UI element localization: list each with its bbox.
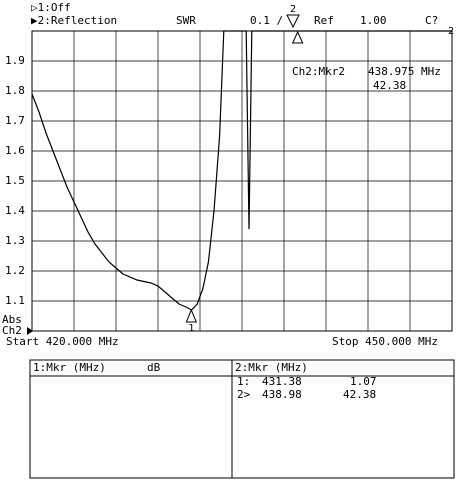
y-label: Abs: [2, 313, 22, 326]
marker: [185, 308, 198, 323]
y-tick-label: 1.5: [5, 174, 25, 187]
marker-freq: 438.975 MHz: [368, 65, 441, 78]
y-tick-label: 1.6: [5, 144, 25, 157]
y-tick-label: 1.3: [5, 234, 25, 247]
y-tick-label: 1.9: [5, 54, 25, 67]
table-cell: 1.07: [350, 375, 377, 388]
marker: [291, 30, 304, 44]
trace: [31, 30, 452, 311]
y-tick-label: 1.8: [5, 84, 25, 97]
ch2-status: ▶2:Reflection: [31, 14, 117, 27]
ref-value: 1.00: [360, 14, 387, 27]
marker-table: [29, 359, 455, 479]
y-tick-label: 1.2: [5, 264, 25, 277]
y-label: Ch2: [2, 324, 22, 337]
table-cell: 2>: [237, 388, 251, 401]
table-cell: 42.38: [343, 388, 376, 401]
start-label: Start 420.000 MHz: [6, 335, 119, 348]
ref-marker: 2: [290, 4, 296, 15]
ref-label: Ref: [314, 14, 334, 27]
ref-marker-icon: [286, 14, 300, 29]
marker-label: 1: [188, 323, 194, 334]
table-title: 1:Mkr (MHz): [33, 361, 106, 374]
y-tick-label: 1.7: [5, 114, 25, 127]
marker-value: 42.38: [373, 79, 406, 92]
table-title: 2:Mkr (MHz): [235, 361, 308, 374]
y-tick-label: 1.4: [5, 204, 25, 217]
table-cell: 438.98: [262, 388, 302, 401]
ref-arrow: [27, 327, 33, 335]
marker-name: Ch2:Mkr2: [292, 65, 345, 78]
format: SWR: [176, 14, 196, 27]
table-unit: dB: [147, 361, 161, 374]
y-tick-label: 1.1: [5, 294, 25, 307]
ch1-status: ▷1:Off: [31, 1, 71, 14]
table-cell: 1:: [237, 375, 250, 388]
status: C?: [425, 14, 438, 27]
stop-label: Stop 450.000 MHz: [332, 335, 438, 348]
scale: 0.1 /: [250, 14, 283, 27]
table-cell: 431.38: [262, 375, 302, 388]
